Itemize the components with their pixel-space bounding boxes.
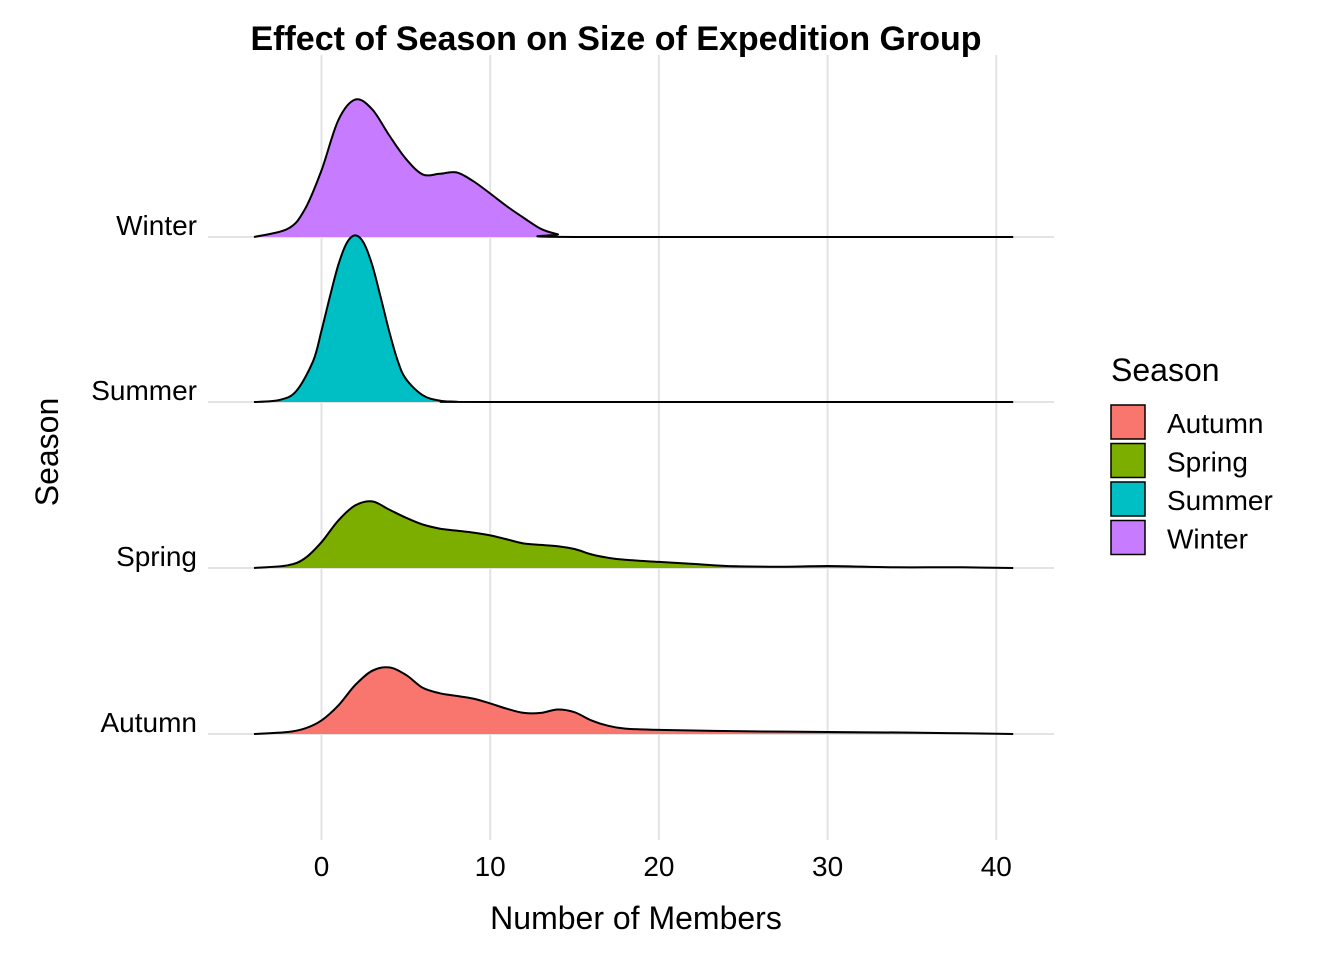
y-tick-label-spring: Spring xyxy=(116,541,197,572)
ridge-outline-autumn xyxy=(253,666,1014,735)
ridge-outline-summer xyxy=(253,234,1014,404)
ridge-area-autumn xyxy=(254,667,1014,734)
y-tick-labels: Autumn Spring Summer Winter xyxy=(91,210,197,738)
x-tick-label-3: 30 xyxy=(812,851,843,882)
x-tick-label-2: 20 xyxy=(643,851,674,882)
legend-swatch-winter xyxy=(1110,519,1146,556)
legend-item-spring: Spring xyxy=(1110,442,1248,479)
legend-title: Season xyxy=(1111,352,1220,388)
ridge-spring xyxy=(253,500,1014,569)
legend-label-winter: Winter xyxy=(1167,524,1248,555)
ridge-winter xyxy=(253,98,1014,239)
y-tick-label-summer: Summer xyxy=(91,375,197,406)
x-axis-title: Number of Members xyxy=(490,900,782,936)
y-tick-label-winter: Winter xyxy=(116,210,197,241)
legend-item-autumn: Autumn xyxy=(1110,404,1264,440)
ridge-area-spring xyxy=(254,501,1014,568)
legend-label-spring: Spring xyxy=(1167,447,1248,478)
chart-title: Effect of Season on Size of Expedition G… xyxy=(250,20,981,58)
ridge-area-winter xyxy=(254,99,1014,238)
ridge-area-summer xyxy=(254,235,1014,402)
ridge-autumn xyxy=(253,666,1014,735)
x-tick-label-4: 40 xyxy=(981,851,1012,882)
x-tick-label-1: 10 xyxy=(475,851,506,882)
legend-label-summer: Summer xyxy=(1167,485,1273,516)
legend-label-autumn: Autumn xyxy=(1167,408,1264,439)
legend: Season Autumn Spring Summer Winter xyxy=(1110,352,1273,556)
ridge-outline-spring xyxy=(253,500,1014,569)
legend-item-summer: Summer xyxy=(1110,481,1273,517)
y-tick-label-autumn: Autumn xyxy=(101,707,198,738)
x-tick-label-0: 0 xyxy=(314,851,330,882)
legend-item-winter: Winter xyxy=(1110,519,1248,556)
legend-swatch-autumn xyxy=(1110,404,1146,440)
x-tick-labels: 0 10 20 30 40 xyxy=(314,851,1012,882)
legend-swatch-summer xyxy=(1110,481,1146,517)
ridge-summer xyxy=(253,234,1014,404)
legend-items: Autumn Spring Summer Winter xyxy=(1110,404,1273,556)
legend-swatch-spring xyxy=(1110,442,1146,479)
y-axis-title: Season xyxy=(29,398,65,507)
ridges xyxy=(253,98,1014,735)
ridge-outline-winter xyxy=(253,98,1014,239)
